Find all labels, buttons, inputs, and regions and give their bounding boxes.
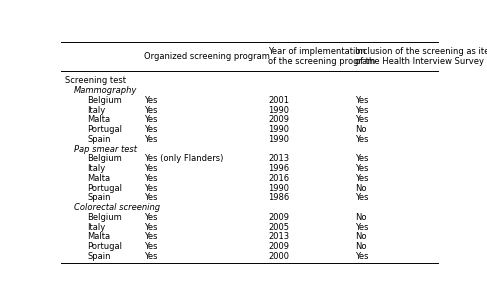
Text: Spain: Spain xyxy=(87,193,111,202)
Text: No: No xyxy=(356,184,367,193)
Text: Yes: Yes xyxy=(144,232,157,241)
Text: Mammography: Mammography xyxy=(74,86,137,95)
Text: Malta: Malta xyxy=(87,115,111,124)
Text: No: No xyxy=(356,242,367,251)
Text: Yes: Yes xyxy=(356,115,369,124)
Text: 2009: 2009 xyxy=(268,213,289,222)
Text: Yes: Yes xyxy=(144,184,157,193)
Text: Screening test: Screening test xyxy=(65,76,126,85)
Text: 1990: 1990 xyxy=(268,135,289,144)
Text: Italy: Italy xyxy=(87,105,106,115)
Text: Spain: Spain xyxy=(87,135,111,144)
Text: 2016: 2016 xyxy=(268,174,290,183)
Text: No: No xyxy=(356,125,367,134)
Text: Yes: Yes xyxy=(356,154,369,163)
Text: Year of implementation
of the screening program: Year of implementation of the screening … xyxy=(268,47,375,66)
Text: Yes: Yes xyxy=(356,96,369,105)
Text: Belgium: Belgium xyxy=(87,96,122,105)
Text: Yes: Yes xyxy=(144,213,157,222)
Text: Yes: Yes xyxy=(356,223,369,232)
Text: Colorectal screening: Colorectal screening xyxy=(74,203,160,212)
Text: Inclusion of the screening as item
of the Health Interview Survey: Inclusion of the screening as item of th… xyxy=(356,47,487,66)
Text: Yes: Yes xyxy=(356,105,369,115)
Text: Yes: Yes xyxy=(144,105,157,115)
Text: Yes: Yes xyxy=(356,164,369,173)
Text: Yes: Yes xyxy=(144,164,157,173)
Text: Yes: Yes xyxy=(144,223,157,232)
Text: Yes: Yes xyxy=(356,252,369,261)
Text: Yes: Yes xyxy=(144,252,157,261)
Text: 1996: 1996 xyxy=(268,164,290,173)
Text: Yes: Yes xyxy=(144,125,157,134)
Text: Italy: Italy xyxy=(87,164,106,173)
Text: 2013: 2013 xyxy=(268,232,290,241)
Text: Yes: Yes xyxy=(144,193,157,202)
Text: Belgium: Belgium xyxy=(87,213,122,222)
Text: 2009: 2009 xyxy=(268,242,289,251)
Text: Malta: Malta xyxy=(87,174,111,183)
Text: No: No xyxy=(356,213,367,222)
Text: Spain: Spain xyxy=(87,252,111,261)
Text: Yes: Yes xyxy=(356,193,369,202)
Text: Yes: Yes xyxy=(144,242,157,251)
Text: Yes: Yes xyxy=(356,135,369,144)
Text: Yes: Yes xyxy=(144,96,157,105)
Text: Italy: Italy xyxy=(87,223,106,232)
Text: Yes: Yes xyxy=(356,174,369,183)
Text: Yes: Yes xyxy=(144,135,157,144)
Text: 2009: 2009 xyxy=(268,115,289,124)
Text: Yes (only Flanders): Yes (only Flanders) xyxy=(144,154,223,163)
Text: Portugal: Portugal xyxy=(87,184,122,193)
Text: Malta: Malta xyxy=(87,232,111,241)
Text: Portugal: Portugal xyxy=(87,125,122,134)
Text: Yes: Yes xyxy=(144,115,157,124)
Text: Portugal: Portugal xyxy=(87,242,122,251)
Text: 1990: 1990 xyxy=(268,105,289,115)
Text: Belgium: Belgium xyxy=(87,154,122,163)
Text: 2013: 2013 xyxy=(268,154,290,163)
Text: Organized screening program: Organized screening program xyxy=(144,52,270,61)
Text: 2000: 2000 xyxy=(268,252,289,261)
Text: 2005: 2005 xyxy=(268,223,289,232)
Text: 2001: 2001 xyxy=(268,96,289,105)
Text: 1990: 1990 xyxy=(268,125,289,134)
Text: 1990: 1990 xyxy=(268,184,289,193)
Text: No: No xyxy=(356,232,367,241)
Text: 1986: 1986 xyxy=(268,193,290,202)
Text: Yes: Yes xyxy=(144,174,157,183)
Text: Pap smear test: Pap smear test xyxy=(74,145,137,154)
